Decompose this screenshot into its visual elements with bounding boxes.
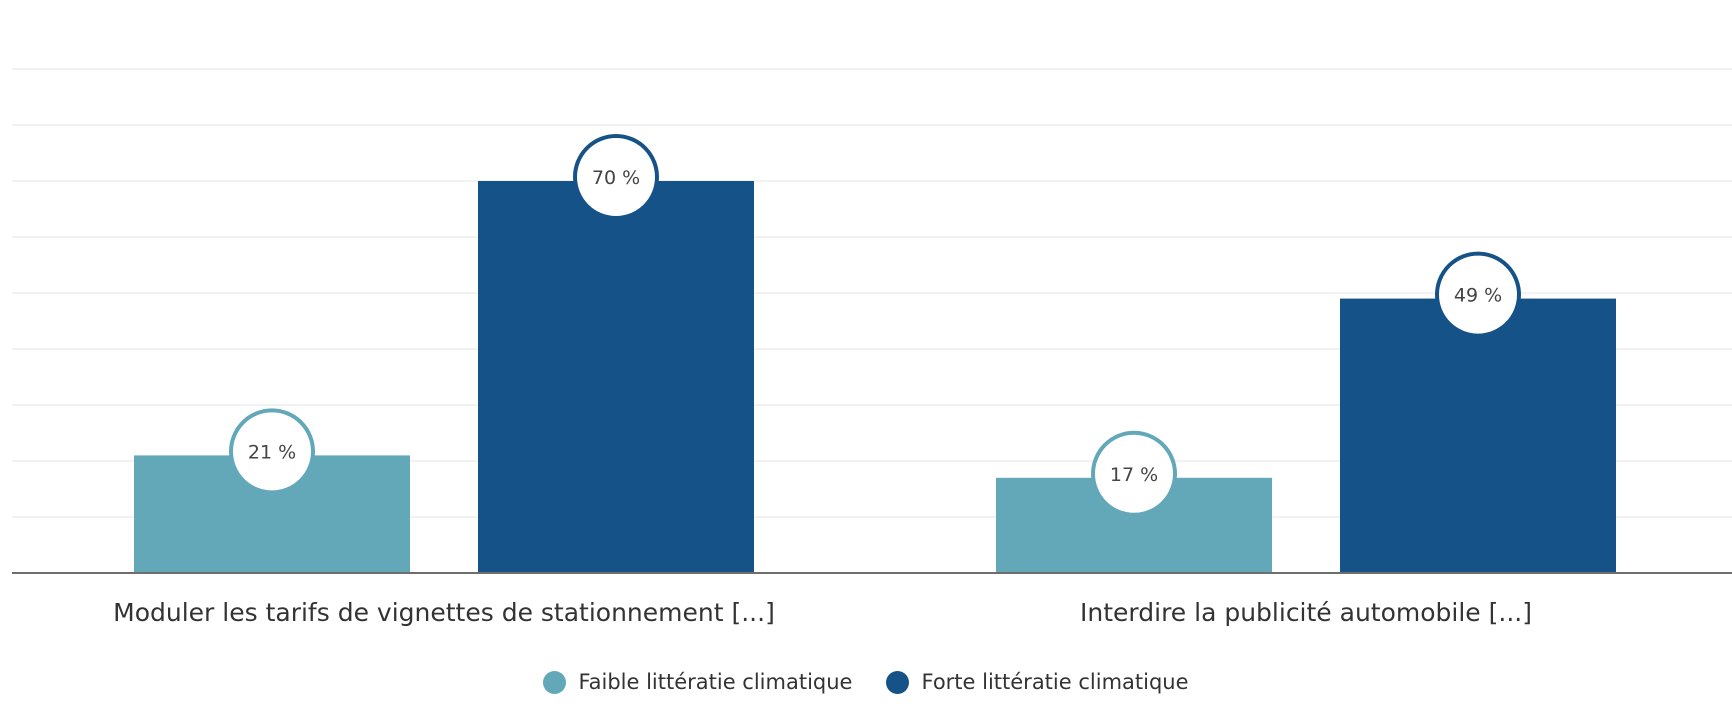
legend-item-forte: Forte littératie climatique xyxy=(886,670,1189,694)
value-label-faible-1: 17 % xyxy=(1110,464,1158,486)
legend-marker-faible xyxy=(543,670,567,694)
legend: Faible littératie climatique Forte litté… xyxy=(0,670,1732,694)
bars xyxy=(134,181,1616,573)
value-bubble-faible-0 xyxy=(229,408,315,495)
x-axis-labels: Moduler les tarifs de vignettes de stati… xyxy=(113,598,1532,627)
value-label-forte-0: 70 % xyxy=(592,167,640,189)
legend-marker-forte xyxy=(886,670,910,694)
category-label-0: Moduler les tarifs de vignettes de stati… xyxy=(113,598,775,627)
legend-item-faible: Faible littératie climatique xyxy=(543,670,852,694)
value-bubble-forte-0 xyxy=(573,134,659,220)
legend-label-forte: Forte littératie climatique xyxy=(921,670,1189,694)
value-labels: 21 % 70 % 17 % 49 % xyxy=(229,134,1521,517)
bar-forte-0 xyxy=(478,181,754,573)
value-bubble-forte-1 xyxy=(1435,251,1521,338)
bar-forte-1 xyxy=(1340,298,1616,573)
value-bubble-faible-1 xyxy=(1091,430,1177,517)
legend-label-faible: Faible littératie climatique xyxy=(578,670,853,694)
value-label-faible-0: 21 % xyxy=(248,441,296,463)
category-label-1: Interdire la publicité automobile [...] xyxy=(1080,598,1532,627)
value-label-forte-1: 49 % xyxy=(1454,285,1502,307)
